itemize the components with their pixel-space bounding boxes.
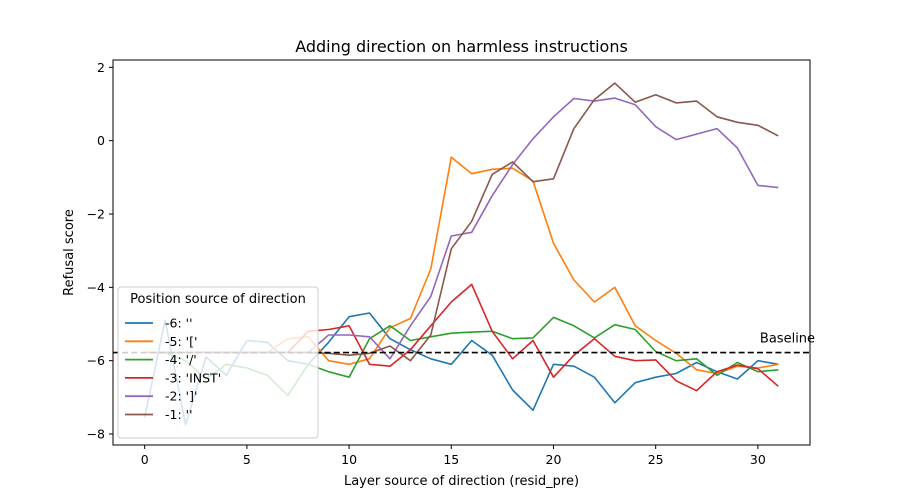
x-tick-label: 30	[750, 452, 766, 467]
x-tick-label: 5	[243, 452, 251, 467]
y-axis-label: Refusal score	[62, 209, 77, 296]
chart-title: Adding direction on harmless instruction…	[295, 37, 628, 56]
y-tick-label: 0	[97, 133, 105, 148]
baseline-label: Baseline	[760, 332, 815, 347]
legend-entries: -6: '' -5: '[' -4: '/' -3: 'INST' -2: ']' -1:…	[125, 316, 221, 422]
y-axis-ticks: −8 −6 −4 −2 0 2	[87, 60, 113, 442]
y-tick-label: −6	[87, 353, 105, 368]
legend-label: -1: ''	[165, 407, 193, 422]
legend: Position source of direction -6: '' -5: '…	[117, 286, 319, 439]
legend-box	[117, 286, 319, 439]
x-axis-ticks: 0 5 10 15 20 25 30	[141, 445, 766, 467]
legend-label: -3: 'INST'	[165, 370, 221, 385]
plot-frame	[112, 59, 811, 446]
legend-label: -2: ']'	[165, 389, 197, 404]
x-tick-label: 15	[443, 452, 459, 467]
y-tick-label: −4	[87, 280, 105, 295]
x-axis-label: Layer source of direction (resid_pre)	[344, 474, 579, 489]
x-tick-label: 25	[648, 452, 664, 467]
x-tick-label: 20	[546, 452, 562, 467]
x-tick-label: 10	[341, 452, 357, 467]
legend-title: Position source of direction	[130, 292, 306, 307]
legend-label: -4: '/'	[165, 352, 197, 367]
legend-label: -6: ''	[165, 316, 193, 331]
y-tick-label: −8	[87, 427, 105, 442]
x-tick-label: 0	[141, 452, 149, 467]
y-tick-label: 2	[97, 60, 105, 75]
y-tick-label: −2	[87, 207, 105, 222]
legend-label: -5: '['	[165, 334, 197, 349]
